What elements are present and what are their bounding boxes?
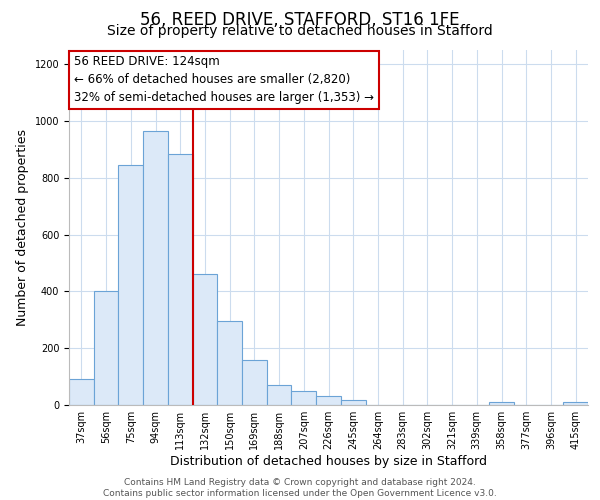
Text: Size of property relative to detached houses in Stafford: Size of property relative to detached ho… — [107, 24, 493, 38]
Bar — [217, 321, 242, 405]
Bar — [341, 400, 365, 405]
Bar — [563, 402, 588, 405]
Bar — [118, 165, 143, 405]
Text: 56, REED DRIVE, STAFFORD, ST16 1FE: 56, REED DRIVE, STAFFORD, ST16 1FE — [140, 11, 460, 29]
Y-axis label: Number of detached properties: Number of detached properties — [16, 129, 29, 326]
Bar — [143, 131, 168, 405]
Text: 56 REED DRIVE: 124sqm
← 66% of detached houses are smaller (2,820)
32% of semi-d: 56 REED DRIVE: 124sqm ← 66% of detached … — [74, 56, 374, 104]
Bar — [242, 360, 267, 405]
X-axis label: Distribution of detached houses by size in Stafford: Distribution of detached houses by size … — [170, 455, 487, 468]
Text: Contains HM Land Registry data © Crown copyright and database right 2024.
Contai: Contains HM Land Registry data © Crown c… — [103, 478, 497, 498]
Bar — [69, 380, 94, 405]
Bar — [94, 292, 118, 405]
Bar — [267, 385, 292, 405]
Bar — [193, 274, 217, 405]
Bar — [489, 402, 514, 405]
Bar — [292, 391, 316, 405]
Bar — [316, 396, 341, 405]
Bar — [168, 154, 193, 405]
